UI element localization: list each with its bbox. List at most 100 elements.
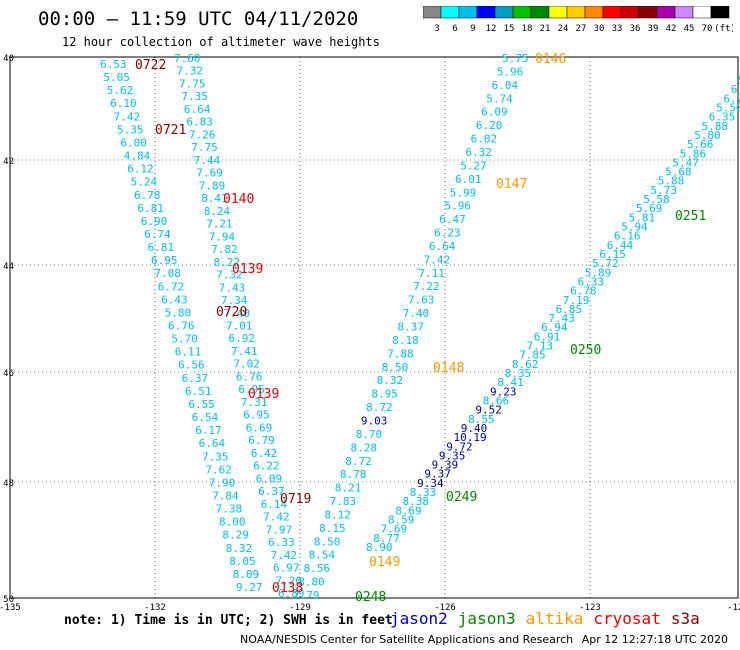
swh-value-track-d: 5.58 <box>643 193 670 206</box>
swh-value-track-c: 8.12 <box>324 509 351 522</box>
pass-time-label: 0249 <box>446 490 477 505</box>
swh-value-track-b: 7.43 <box>219 281 246 294</box>
swh-value-track-d: 9.35 <box>439 449 466 462</box>
pass-time-labels: 0722 0721 0720 0719 0140 0139 0139 0138 0146 0147… <box>135 52 706 605</box>
swh-value-track-c: 8.72 <box>366 401 393 414</box>
legend-item-altika: altika <box>525 609 584 628</box>
swh-value-track-a: 6.10 <box>110 97 137 110</box>
swh-value-track-d: 5.88 <box>658 175 685 188</box>
swh-value-track-c: 5.27 <box>460 159 487 172</box>
swh-value-track-d: 6.44 <box>607 239 634 252</box>
swh-value-track-d: 6.3 <box>731 83 740 96</box>
swh-value-track-b: 6.95 <box>243 409 269 422</box>
swh-value-track-c: 8.95 <box>371 388 398 401</box>
swh-value-track-d: 8.90 <box>366 541 393 554</box>
swh-value-track-b: 7.21 <box>206 218 233 231</box>
swh-value-track-c: 5.75 <box>502 52 529 65</box>
swh-value-track-d: 5.89 <box>585 266 612 279</box>
swh-value-track-c: 7.22 <box>413 280 440 293</box>
swh-value-track-d: 9.52 <box>475 404 502 417</box>
swh-value-track-a: 6.81 <box>137 202 164 215</box>
pass-time-label: 0251 <box>675 209 706 224</box>
swh-value-track-a: 6.54 <box>192 411 219 424</box>
swh-value-track-d: 7.19 <box>563 294 590 307</box>
swh-value-track-c: 8.15 <box>319 522 346 535</box>
swh-value-track-a: 5.62 <box>107 84 134 97</box>
swh-value-track-d: 8.35 <box>505 367 531 380</box>
swh-value-track-d: 6.33 <box>578 276 605 289</box>
swh-value-track-d: 6.15 <box>599 248 626 261</box>
swh-value-track-c: 7.42 <box>424 253 451 266</box>
swh-value-track-c: 8.37 <box>398 321 425 334</box>
swh-value-track-a: 8.29 <box>222 529 249 542</box>
swh-value-track-b: 7.75 <box>179 78 206 91</box>
swh-value-track-c: 6.04 <box>492 79 519 92</box>
swh-value-track-d: 5.68 <box>665 166 692 179</box>
color-scale-label: 27 <box>576 24 587 34</box>
swh-value-track-b: 6.09 <box>256 472 283 485</box>
swh-value-track-d: 7.13 <box>527 340 554 353</box>
swh-value-track-a: 7.62 <box>205 463 232 476</box>
swh-value-track-a: 6.64 <box>199 437 226 450</box>
swh-value-track-a: 7.42 <box>114 110 141 123</box>
swh-value-track-b: 6.76 <box>236 371 263 384</box>
swh-value-track-a: 5.80 <box>165 306 192 319</box>
swh-value-track-c: 8.78 <box>340 468 367 481</box>
swh-value-track-d: 8.77 <box>373 532 400 545</box>
swh-value-track-b: 7.97 <box>266 523 293 536</box>
color-scale-label: 6 <box>452 24 457 34</box>
longitude-label: -123 <box>579 603 601 612</box>
swh-value-track-c: 7.40 <box>403 307 430 320</box>
swh-value-track-a: 7.90 <box>209 476 236 489</box>
longitude-label: -126 <box>434 603 456 612</box>
swh-value-track-d: 6.78 <box>570 285 597 298</box>
swh-value-track-d: 6.91 <box>534 330 561 343</box>
swh-value-track-b: 6.92 <box>229 332 256 345</box>
swh-value-track-c: 6.32 <box>465 146 492 159</box>
swh-labels: 6.535.055.626.107.425.356.004.846.125.24… <box>100 52 740 602</box>
swh-value-track-b: 6.33 <box>268 536 295 549</box>
swh-value-track-a: 6.51 <box>185 385 212 398</box>
swh-value-track-a: 6.90 <box>141 215 168 228</box>
swh-value-track-a: 7.35 <box>202 450 229 463</box>
pass-time-label: 0138 <box>272 581 303 596</box>
swh-value-track-d: 5.88 <box>702 120 729 133</box>
swh-value-track-d: 7.43 <box>548 312 575 325</box>
pass-time-label: 0146 <box>535 52 566 67</box>
swh-value-track-d: 5.72 <box>592 257 619 270</box>
color-scale-label: 33 <box>612 24 623 34</box>
pass-time-label: 0139 <box>248 387 279 402</box>
swh-value-track-b: 7.44 <box>194 154 221 167</box>
swh-value-track-c: 8.18 <box>392 334 419 347</box>
swh-value-track-a: 6.76 <box>168 320 195 333</box>
longitude-label: -132 <box>144 603 166 612</box>
swh-value-track-b: 7.41 <box>231 345 258 358</box>
color-scale-label: 9 <box>470 24 475 34</box>
latitude-label: 40 <box>3 54 14 64</box>
color-scale-label: 42 <box>666 24 677 34</box>
swh-value-track-d: 9.39 <box>432 459 459 472</box>
swh-value-track-a: 6.95 <box>151 254 178 267</box>
swh-value-track-a: 6.78 <box>134 189 161 202</box>
swh-value-track-c: 7.88 <box>387 347 414 360</box>
swh-value-track-a: 8.00 <box>219 516 246 529</box>
swh-value-track-b: 6.83 <box>186 116 213 129</box>
swh-value-track-c: 7.11 <box>418 267 445 280</box>
swh-value-track-d: 5.94 <box>621 221 648 234</box>
swh-value-track-b: 6.79 <box>248 434 274 447</box>
note-text: note: 1) Time is in UTC; 2) SWH is in fe… <box>64 613 393 628</box>
swh-value-track-b: 8.22 <box>214 256 241 269</box>
swh-value-track-b: 6.42 <box>251 447 277 460</box>
swh-value-track-c: 7.79 <box>293 589 320 602</box>
pass-time-label: 0248 <box>355 590 386 605</box>
swh-value-track-d: 5.47 <box>672 156 699 169</box>
swh-value-track-a: 6.17 <box>195 424 222 437</box>
swh-value-track-b: 6.89 <box>278 587 305 600</box>
longitude-label: -120 <box>727 603 740 612</box>
swh-value-track-d: 5.69 <box>636 202 663 215</box>
pass-time-label: 0148 <box>433 361 464 376</box>
swh-value-track-c: 6.64 <box>429 240 456 253</box>
swh-value-track-d: 8.55 <box>468 413 495 426</box>
pass-time-label: 0250 <box>570 343 601 358</box>
